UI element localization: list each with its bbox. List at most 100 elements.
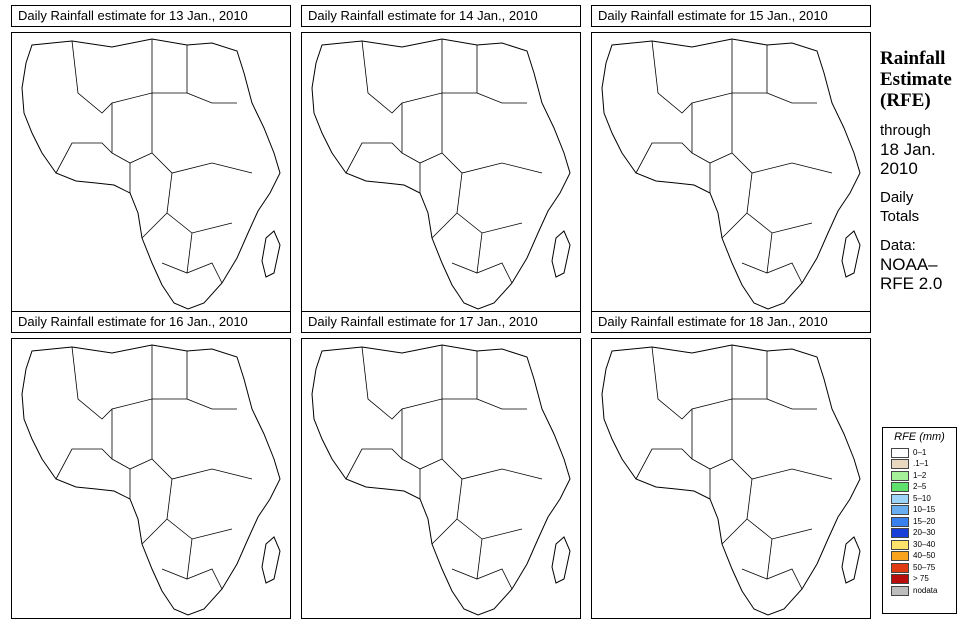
coastline [21,344,281,616]
through-year: 2010 [880,159,918,178]
madagascar [261,230,281,278]
through-date: 18 Jan. [880,140,936,159]
title-line: Estimate [880,69,952,90]
legend-rows: 0–1 .1–1 1–2 2–5 5–10 10–15 15–20 20–30 30–40 40–… [883,447,956,597]
madagascar [841,230,861,278]
side-annotation: Rainfall Estimate (RFE) through 18 Jan. … [880,48,962,293]
legend-label: 1–2 [913,470,927,480]
legend-item: 50–75 [883,562,956,574]
africa-map [21,344,281,616]
country-border [55,448,113,480]
africa-map [311,38,571,310]
legend-label: .1–1 [913,459,929,469]
country-border [741,568,768,580]
country-border [166,478,233,540]
coastline [311,38,571,310]
data-version: RFE 2.0 [880,274,943,293]
country-border [71,39,153,114]
country-border [476,398,527,410]
data-source: NOAA– [880,255,938,274]
legend-label: 20–30 [913,528,936,538]
africa-map [601,344,861,616]
country-border [731,458,833,480]
daily-totals-block: Daily Totals [880,188,962,226]
rainfall-map [591,338,871,619]
country-border [766,232,803,284]
legend-label: nodata [913,585,938,595]
country-border [55,142,113,174]
country-border [166,172,233,234]
title-line: Rainfall [880,48,946,69]
country-border [476,232,513,284]
rfe-legend: RFE (mm) 0–1 .1–1 1–2 2–5 5–10 10–15 15–20 20–3… [882,427,957,614]
country-border [345,448,403,480]
legend-label: 10–15 [913,505,936,515]
country-border [161,568,188,580]
country-border [186,92,237,104]
country-border [161,262,188,274]
country-border [186,232,223,284]
country-border [141,212,168,239]
rainfall-panel-13-jan: Daily Rainfall estimate for 13 Jan., 201… [11,5,291,313]
country-border [746,478,813,540]
africa-map [21,38,281,310]
country-border [766,92,817,104]
country-border [141,518,168,545]
legend-swatch [891,493,909,504]
country-border [651,345,733,420]
legend-swatch [891,505,909,516]
africa-map [601,38,861,310]
country-border [451,262,478,274]
madagascar [261,536,281,584]
country-border [766,398,817,410]
country-border [766,538,803,590]
title-line: (RFE) [880,90,931,111]
rainfall-map [301,338,581,619]
legend-title: RFE (mm) [894,431,945,443]
rainfall-panel-15-jan: Daily Rainfall estimate for 15 Jan., 201… [591,5,871,313]
rainfall-map [11,32,291,313]
rainfall-panel-18-jan: Daily Rainfall estimate for 18 Jan., 201… [591,311,871,619]
country-border [361,345,443,420]
legend-swatch [891,574,909,585]
rainfall-panel-17-jan: Daily Rainfall estimate for 17 Jan., 201… [301,311,581,619]
panel-title: Daily Rainfall estimate for 18 Jan., 201… [591,311,871,333]
legend-swatch [891,585,909,596]
legend-label: 15–20 [913,516,936,526]
country-border [746,172,813,234]
country-border [651,39,733,114]
country-border [451,568,478,580]
country-border [456,172,523,234]
legend-label: 2–5 [913,482,927,492]
legend-label: 30–40 [913,539,936,549]
legend-item: 0–1 [883,447,956,459]
country-border [151,152,253,174]
country-border [71,345,153,420]
data-label: Data: [880,237,916,254]
data-source-block: Data: NOAA– RFE 2.0 [880,236,962,293]
legend-swatch [891,482,909,493]
legend-item: 10–15 [883,505,956,517]
africa-map [311,344,571,616]
legend-swatch [891,551,909,562]
panel-title: Daily Rainfall estimate for 14 Jan., 201… [301,5,581,27]
rainfall-map [591,32,871,313]
rainfall-panel-14-jan: Daily Rainfall estimate for 14 Jan., 201… [301,5,581,313]
country-border [635,142,693,174]
madagascar [841,536,861,584]
country-border [721,212,748,239]
daily-label: Daily [880,189,914,206]
legend-label: 5–10 [913,493,931,503]
country-border [441,458,543,480]
country-border [476,92,527,104]
legend-label: > 75 [913,574,929,584]
country-border [456,478,523,540]
panel-title: Daily Rainfall estimate for 16 Jan., 201… [11,311,291,333]
country-border [186,538,223,590]
legend-swatch [891,562,909,573]
legend-label: 50–75 [913,562,936,572]
rainfall-map [301,32,581,313]
legend-swatch [891,539,909,550]
country-border [431,212,458,239]
legend-item: 2–5 [883,482,956,494]
